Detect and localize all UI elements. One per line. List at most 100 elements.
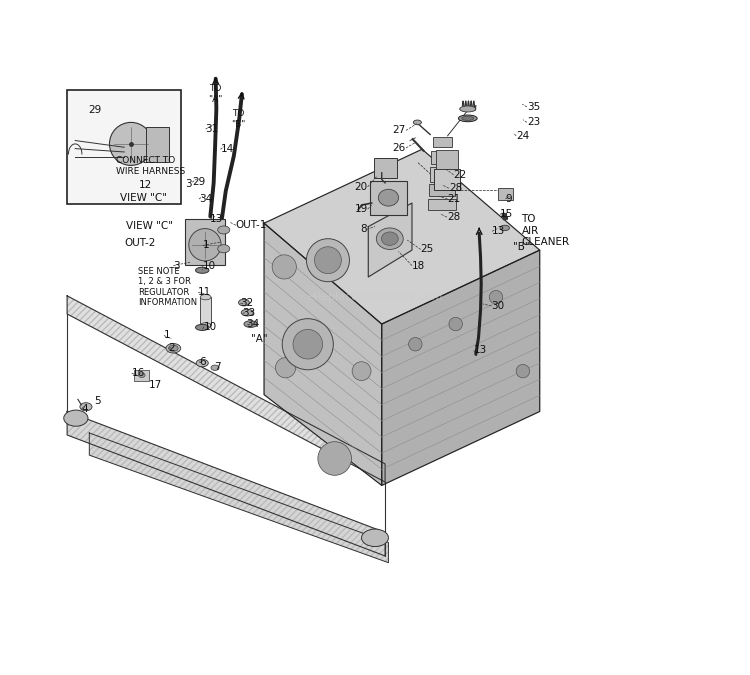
Text: 10: 10	[203, 261, 216, 271]
Text: 27: 27	[393, 126, 406, 136]
Circle shape	[409, 338, 422, 351]
Text: 22: 22	[454, 170, 467, 180]
Bar	[67, 90, 182, 205]
Text: 3: 3	[185, 180, 192, 189]
Text: 18: 18	[412, 261, 425, 271]
Circle shape	[318, 441, 352, 475]
Text: 29: 29	[88, 105, 101, 115]
Ellipse shape	[458, 115, 477, 122]
Text: 28: 28	[447, 212, 460, 222]
Ellipse shape	[196, 267, 209, 273]
Text: 16: 16	[132, 368, 145, 378]
Text: 13: 13	[474, 346, 487, 355]
Ellipse shape	[196, 325, 209, 331]
Text: TO
"A": TO "A"	[209, 84, 223, 104]
Ellipse shape	[217, 245, 229, 253]
FancyBboxPatch shape	[146, 127, 170, 162]
Ellipse shape	[362, 529, 388, 547]
Ellipse shape	[462, 116, 474, 120]
Text: SEE NOTE
1, 2 & 3 FOR
REGULATOR
INFORMATION: SEE NOTE 1, 2 & 3 FOR REGULATOR INFORMAT…	[139, 267, 197, 307]
Text: 4: 4	[81, 404, 88, 414]
Text: 26: 26	[393, 143, 406, 153]
Text: 35: 35	[527, 102, 540, 112]
Ellipse shape	[200, 323, 211, 328]
Circle shape	[272, 255, 296, 279]
Polygon shape	[382, 250, 540, 485]
Ellipse shape	[80, 403, 92, 411]
Text: 29: 29	[192, 178, 206, 187]
Text: 7: 7	[214, 362, 220, 372]
Ellipse shape	[460, 106, 476, 112]
FancyBboxPatch shape	[370, 181, 407, 215]
Text: OUT-1: OUT-1	[236, 220, 267, 230]
Circle shape	[307, 239, 350, 281]
Ellipse shape	[242, 309, 254, 316]
Text: "A": "A"	[251, 334, 267, 344]
Ellipse shape	[217, 226, 229, 234]
Ellipse shape	[196, 359, 208, 367]
Text: 9: 9	[506, 194, 512, 204]
Circle shape	[110, 122, 152, 165]
Text: 30: 30	[491, 301, 505, 311]
Ellipse shape	[64, 410, 88, 426]
Circle shape	[275, 358, 296, 378]
Bar	[434, 169, 460, 190]
Ellipse shape	[169, 345, 178, 351]
Text: 8: 8	[360, 224, 367, 234]
Ellipse shape	[378, 189, 398, 206]
Text: "B": "B"	[514, 242, 530, 252]
Text: VIEW "C": VIEW "C"	[119, 193, 166, 203]
Text: 1: 1	[164, 331, 170, 340]
Polygon shape	[67, 296, 385, 482]
Ellipse shape	[166, 344, 181, 353]
Text: CONNECT TO
WIRE HARNESS: CONNECT TO WIRE HARNESS	[116, 157, 185, 176]
Ellipse shape	[211, 365, 219, 371]
Circle shape	[282, 319, 333, 370]
Bar	[200, 297, 211, 325]
Polygon shape	[67, 412, 385, 556]
Text: VIEW "C": VIEW "C"	[126, 221, 173, 231]
Text: 2: 2	[169, 344, 176, 353]
Text: OUT-2: OUT-2	[124, 238, 155, 248]
Circle shape	[314, 247, 341, 273]
Text: 10: 10	[203, 322, 217, 331]
Text: 3: 3	[173, 261, 180, 271]
Text: 28: 28	[449, 184, 462, 193]
Text: 19: 19	[354, 204, 368, 214]
Ellipse shape	[413, 120, 422, 125]
Polygon shape	[89, 433, 388, 563]
Bar	[430, 167, 454, 182]
Text: 25: 25	[421, 244, 434, 254]
FancyBboxPatch shape	[436, 150, 457, 169]
Text: 33: 33	[242, 308, 256, 319]
Text: 21: 21	[448, 194, 460, 204]
Ellipse shape	[244, 321, 257, 327]
Text: eReplacementParts.com: eReplacementParts.com	[308, 292, 442, 302]
Ellipse shape	[200, 294, 211, 300]
Bar	[430, 184, 455, 196]
Text: 23: 23	[527, 117, 540, 128]
Text: 24: 24	[516, 131, 530, 141]
Bar	[433, 136, 451, 147]
Ellipse shape	[382, 232, 398, 246]
Polygon shape	[368, 203, 412, 277]
Polygon shape	[264, 149, 540, 324]
Circle shape	[352, 362, 371, 381]
Bar	[428, 199, 456, 210]
Ellipse shape	[376, 228, 404, 250]
Text: 12: 12	[139, 180, 152, 190]
FancyBboxPatch shape	[498, 188, 513, 200]
FancyBboxPatch shape	[374, 158, 397, 178]
Ellipse shape	[500, 225, 509, 231]
Circle shape	[449, 317, 463, 331]
Bar	[134, 370, 149, 381]
Text: 13: 13	[210, 214, 224, 224]
Circle shape	[516, 364, 530, 378]
Circle shape	[189, 229, 221, 261]
Text: 11: 11	[198, 288, 211, 298]
Text: 32: 32	[240, 298, 254, 308]
Circle shape	[489, 290, 502, 304]
Bar	[431, 151, 453, 164]
Polygon shape	[264, 223, 382, 485]
Text: TO
AIR
CLEANER: TO AIR CLEANER	[521, 214, 570, 247]
